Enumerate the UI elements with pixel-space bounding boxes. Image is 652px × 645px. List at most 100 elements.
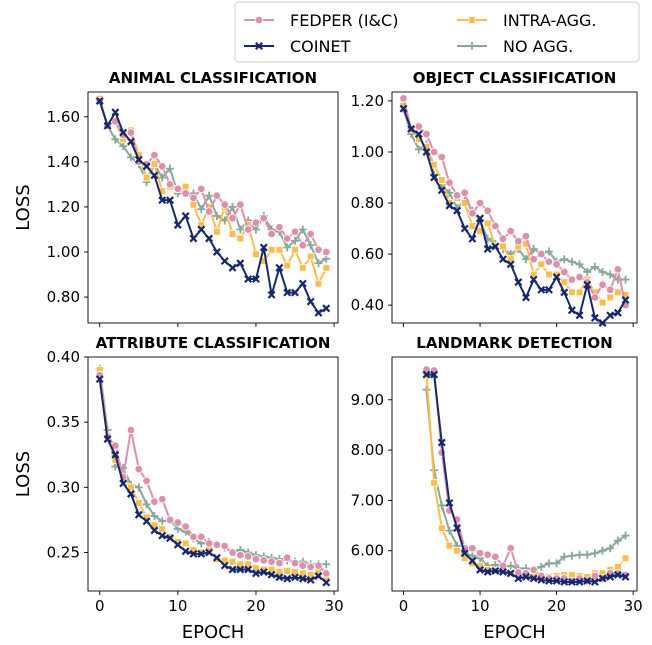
data-point xyxy=(575,577,584,586)
data-point xyxy=(205,234,214,243)
data-point xyxy=(468,209,477,218)
data-point xyxy=(244,565,253,574)
data-point xyxy=(514,237,523,246)
data-point xyxy=(606,270,615,279)
data-point xyxy=(126,137,135,146)
data-point xyxy=(314,245,323,254)
data-point xyxy=(220,561,229,570)
legend-entry-fedper-i-c: FEDPER (I&C) xyxy=(244,11,398,30)
data-point xyxy=(460,224,469,233)
data-point xyxy=(298,241,308,250)
data-point xyxy=(483,245,492,253)
data-point xyxy=(259,556,268,565)
data-point xyxy=(560,577,569,586)
legend-swatch-marker xyxy=(254,15,264,25)
data-point xyxy=(522,572,530,581)
data-point xyxy=(267,557,276,566)
data-point xyxy=(119,479,128,488)
y-axis-label: LOSS xyxy=(13,184,34,230)
data-point xyxy=(158,517,167,526)
data-point xyxy=(621,296,630,305)
data-point xyxy=(499,242,507,251)
data-point xyxy=(181,539,190,548)
data-point xyxy=(437,186,446,195)
data-point xyxy=(529,275,538,284)
data-point xyxy=(552,260,561,269)
data-point xyxy=(259,568,268,577)
data-point xyxy=(181,547,190,556)
data-point xyxy=(322,304,331,313)
data-point xyxy=(567,257,576,266)
chart-panels: ANIMAL CLASSIFICATION 0.80 1.00 1.20 1.40 1.6… xyxy=(13,69,643,643)
data-point xyxy=(134,510,143,519)
data-point xyxy=(142,517,151,526)
data-point xyxy=(560,278,569,286)
data-point xyxy=(453,206,462,215)
data-point xyxy=(150,150,159,160)
data-point xyxy=(445,178,454,187)
data-point xyxy=(134,483,143,492)
data-point xyxy=(621,275,630,284)
data-point xyxy=(460,549,469,558)
data-point xyxy=(126,425,136,435)
data-point xyxy=(621,291,630,299)
data-point xyxy=(506,569,515,578)
data-point xyxy=(298,561,308,570)
data-point xyxy=(476,214,485,223)
data-point xyxy=(220,200,229,209)
data-point xyxy=(150,526,159,535)
data-layer xyxy=(399,94,630,327)
data-point xyxy=(244,275,253,284)
data-point xyxy=(299,263,307,272)
chart-title: LANDMARK DETECTION xyxy=(416,334,612,352)
data-point xyxy=(322,569,331,578)
data-point xyxy=(399,94,408,103)
data-point xyxy=(165,180,175,189)
data-point xyxy=(189,234,198,243)
y-tick-label: 9.00 xyxy=(351,391,384,409)
series-coinet xyxy=(95,97,331,317)
data-point xyxy=(575,550,584,559)
y-tick-label: 1.40 xyxy=(47,153,80,171)
data-point xyxy=(560,552,569,561)
data-point xyxy=(483,219,492,228)
data-point xyxy=(197,532,206,542)
legend-label: COINET xyxy=(290,37,351,56)
data-point xyxy=(537,562,546,571)
data-point xyxy=(212,211,221,220)
data-point xyxy=(212,553,221,562)
legend-label: FEDPER (I&C) xyxy=(290,11,398,30)
data-point xyxy=(205,191,214,200)
y-tick-label: 1.20 xyxy=(47,198,80,216)
data-point xyxy=(414,122,423,131)
data-point xyxy=(181,522,190,531)
data-point xyxy=(275,245,284,254)
data-point xyxy=(212,191,222,200)
data-point xyxy=(483,550,492,559)
data-point xyxy=(598,267,607,276)
y-tick-label: 1.60 xyxy=(47,108,80,126)
data-point xyxy=(598,546,607,555)
data-point xyxy=(306,229,315,239)
data-point xyxy=(621,554,630,563)
data-point xyxy=(142,500,151,509)
x-axis-label: EPOCH xyxy=(483,622,546,643)
data-point xyxy=(283,553,292,562)
data-point xyxy=(414,130,423,139)
data-point xyxy=(606,544,615,553)
data-point xyxy=(529,254,538,264)
data-point xyxy=(291,245,299,254)
data-point xyxy=(275,573,284,582)
data-point xyxy=(236,565,245,574)
data-point xyxy=(197,205,206,214)
data-point xyxy=(283,288,292,297)
chart-panel-landmark-detection: LANDMARK DETECTION 0 10 20 30 6.00 7.00 8.00 9.0… xyxy=(351,334,643,643)
data-layer xyxy=(95,364,331,587)
data-point xyxy=(228,548,237,557)
data-point xyxy=(251,554,261,564)
data-point xyxy=(220,541,229,551)
data-point xyxy=(453,524,462,533)
chart-title: OBJECT CLASSIFICATION xyxy=(413,69,617,87)
data-point xyxy=(621,531,630,540)
